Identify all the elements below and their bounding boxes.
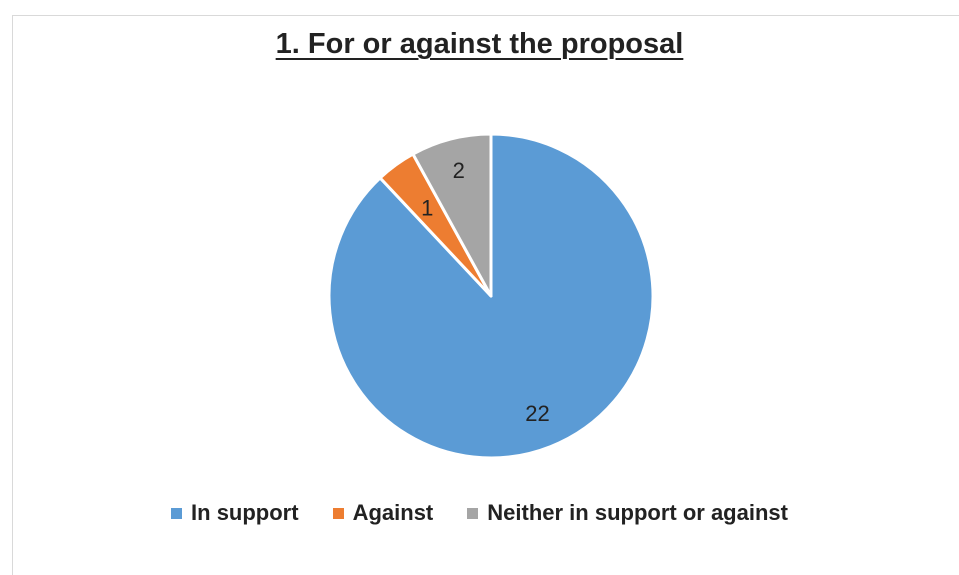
legend-swatch-neither bbox=[467, 507, 479, 519]
legend-item-against: Against bbox=[332, 500, 434, 526]
legend-label-neither: Neither in support or against bbox=[487, 500, 788, 525]
data-label-in-support: 22 bbox=[525, 401, 549, 426]
pie-slice-neither bbox=[411, 132, 493, 298]
data-label-neither: 2 bbox=[453, 158, 465, 183]
legend: In support Against Neither in support or… bbox=[0, 500, 959, 526]
chart-title: 1. For or against the proposal bbox=[275, 28, 684, 60]
legend-swatch-against bbox=[332, 507, 344, 519]
legend-swatch-in-support bbox=[171, 507, 183, 519]
legend-label-in-support: In support bbox=[191, 500, 299, 525]
legend-item-neither: Neither in support or against bbox=[467, 500, 788, 526]
data-label-against: 1 bbox=[421, 196, 433, 221]
legend-item-in-support: In support bbox=[171, 500, 299, 526]
pie-chart: 22 12 bbox=[327, 132, 655, 460]
legend-label-against: Against bbox=[352, 500, 434, 525]
